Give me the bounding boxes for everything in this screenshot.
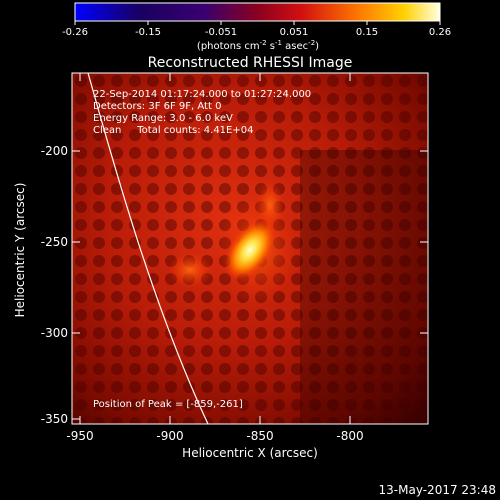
colorbar-tick-label: 0.15 [356, 27, 378, 38]
plot-frame [71, 72, 429, 425]
x-tick-marks [79, 73, 351, 424]
y-tick-label: -300 [41, 326, 68, 340]
y-axis-label: Heliocentric Y (arcsec) [13, 183, 27, 318]
x-tick-label: -800 [336, 429, 363, 443]
info-line-time: 22-Sep-2014 01:17:24.000 to 01:27:24.000 [93, 89, 311, 100]
info-line-detectors: Detectors: 3F 6F 9F, Att 0 [93, 101, 221, 112]
info-line-counts: Clean Total counts: 4.41E+04 [93, 125, 253, 136]
colorbar-tick-label: -0.051 [205, 27, 237, 38]
colorbar: -0.26 -0.15 -0.051 0.051 0.15 0.26 (phot… [62, 2, 451, 52]
plot-title: Reconstructed RHESSI Image [148, 55, 353, 71]
peak-position-label: Position of Peak = [-859,-261] [93, 399, 243, 410]
x-tick-label: -950 [66, 429, 93, 443]
colorbar-tick-label: 0.051 [280, 27, 309, 38]
y-tick-marks [72, 150, 428, 420]
y-tick-label: -250 [41, 235, 68, 249]
y-tick-label: -350 [41, 412, 68, 426]
colorbar-unit-label: (photons cm-2 s-1 asec-2) [197, 39, 319, 52]
colorbar-tick-label: 0.26 [429, 27, 451, 38]
y-tick-label: -200 [41, 144, 68, 158]
x-tick-label: -900 [156, 429, 183, 443]
peak-source [224, 219, 276, 281]
solar-limb-line [87, 73, 209, 424]
info-line-energy: Energy Range: 3.0 - 6.0 keV [93, 113, 233, 124]
colorbar-ticks [74, 21, 441, 25]
colorbar-tick-label: -0.26 [62, 27, 88, 38]
colorbar-tick-label: -0.15 [135, 27, 161, 38]
footer-timestamp: 13-May-2017 23:48 [379, 483, 496, 497]
x-axis-label: Heliocentric X (arcsec) [182, 446, 318, 460]
x-tick-label: -850 [246, 429, 273, 443]
rhessi-image [72, 73, 428, 424]
